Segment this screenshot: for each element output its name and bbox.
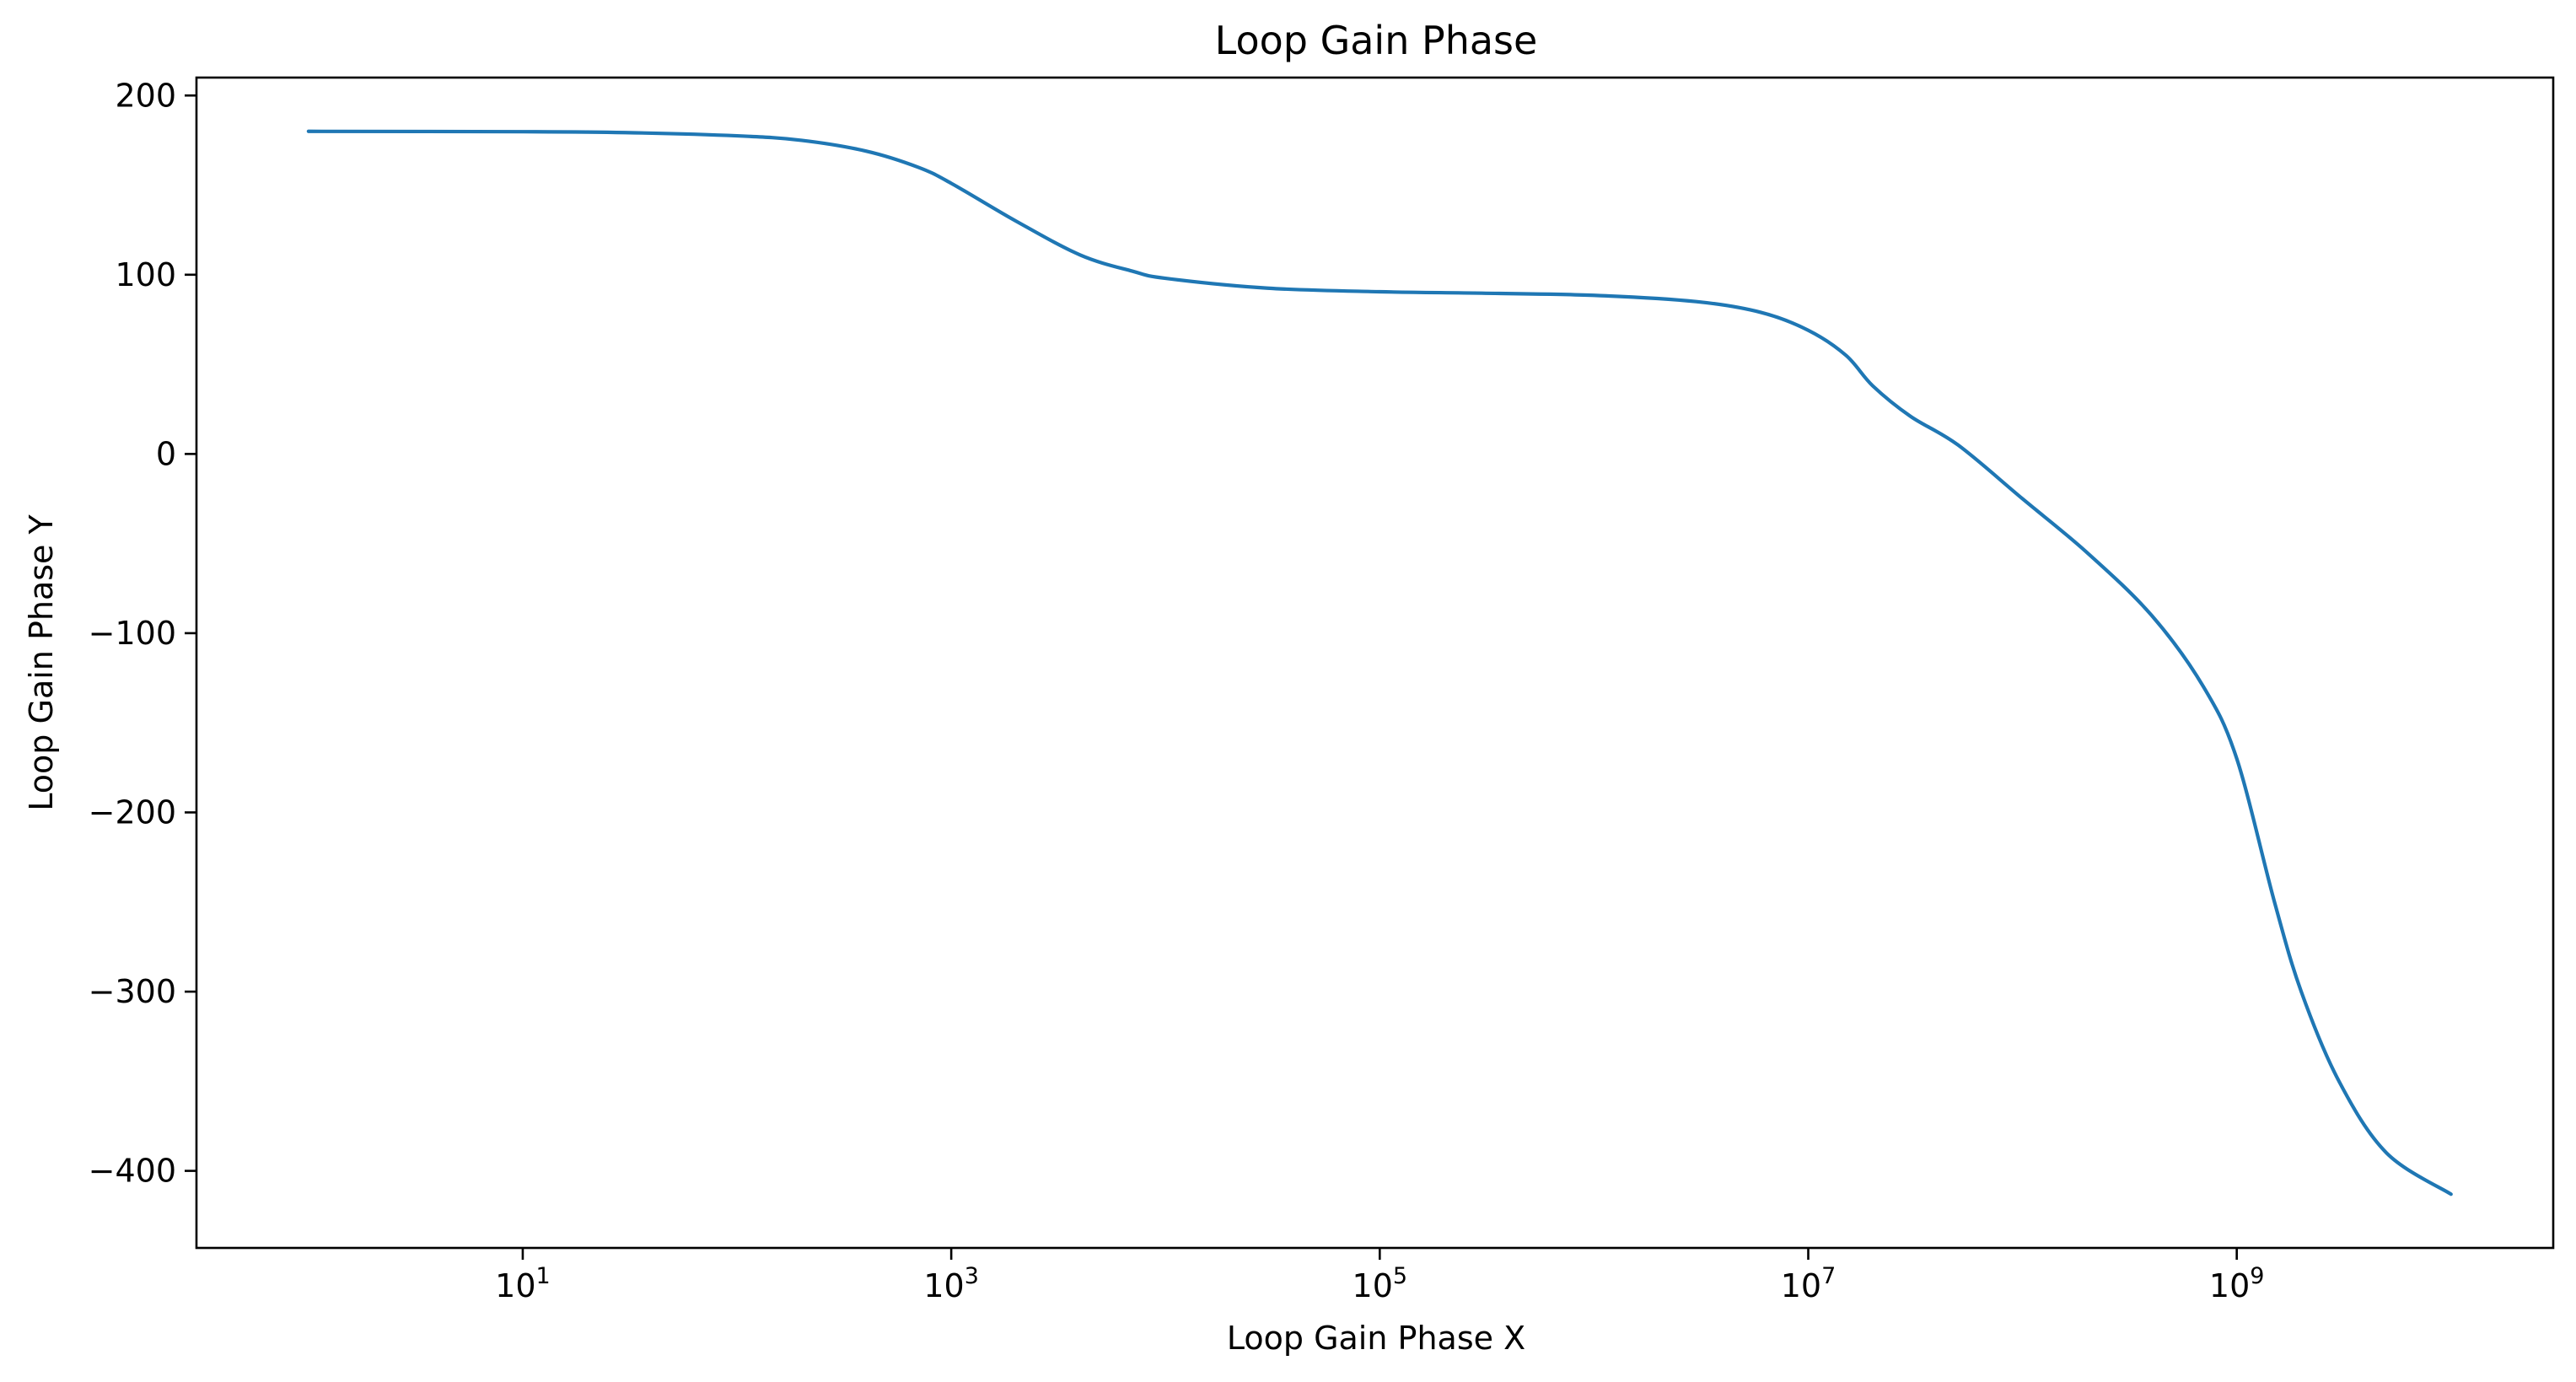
x-tick-label: 107 xyxy=(1781,1263,1837,1304)
plot-area xyxy=(306,129,2453,1196)
x-tick-exponent: 3 xyxy=(965,1263,979,1289)
x-tick-label: 105 xyxy=(1353,1263,1408,1304)
y-axis: 200 100 0 −100 −200 −300 −400 xyxy=(89,77,196,1190)
y-tick-label: 0 xyxy=(156,435,176,472)
x-tick-label: 103 xyxy=(923,1263,979,1304)
x-tick-base: 10 xyxy=(923,1267,964,1304)
y-tick-label: −400 xyxy=(89,1153,176,1190)
y-tick-label: −200 xyxy=(89,793,176,831)
y-tick-label: 200 xyxy=(115,77,176,114)
y-axis-label: Loop Gain Phase Y xyxy=(23,514,60,811)
x-tick-exponent: 7 xyxy=(1821,1263,1836,1289)
x-tick-label: 101 xyxy=(495,1263,551,1304)
x-tick-base: 10 xyxy=(2209,1267,2250,1304)
y-tick-label: −100 xyxy=(89,615,176,652)
plot-frame xyxy=(195,76,2555,1250)
x-tick-exponent: 1 xyxy=(536,1263,551,1289)
x-axis: 101 103 105 107 109 xyxy=(495,1248,2264,1304)
x-tick-exponent: 9 xyxy=(2250,1263,2264,1289)
x-tick-base: 10 xyxy=(1781,1267,1821,1304)
x-tick-label: 109 xyxy=(2209,1263,2265,1304)
x-tick-exponent: 5 xyxy=(1393,1263,1407,1289)
series-line xyxy=(306,129,2453,1196)
y-tick-label: 100 xyxy=(115,256,176,293)
x-tick-base: 10 xyxy=(1353,1267,1393,1304)
x-tick-base: 10 xyxy=(495,1267,535,1304)
x-axis-label: Loop Gain Phase X xyxy=(1227,1320,1525,1357)
y-tick-label: −300 xyxy=(89,973,176,1010)
chart-title: Loop Gain Phase xyxy=(1215,18,1538,63)
